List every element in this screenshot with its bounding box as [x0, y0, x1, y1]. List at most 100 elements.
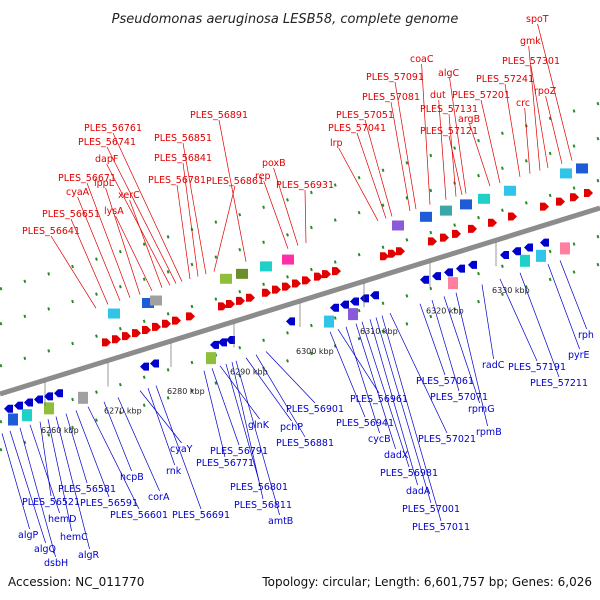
gene-label-reverse[interactable]: PLES_56601: [110, 510, 168, 521]
tick-label: 6270 kbp: [104, 407, 142, 416]
gene-label-forward[interactable]: PLES_56781: [148, 175, 206, 186]
gene-label-forward[interactable]: xerC: [118, 190, 140, 201]
gene-label-forward[interactable]: rep: [255, 171, 271, 182]
gene-label-reverse[interactable]: rnk: [166, 466, 182, 477]
label-connector: [75, 410, 110, 498]
gene-label-reverse[interactable]: radC: [482, 360, 505, 371]
reverse-feature: [520, 254, 530, 267]
label-connector: [263, 180, 289, 249]
label-connector: [225, 363, 260, 482]
gene-label-reverse[interactable]: PLES_56691: [172, 510, 230, 521]
gene-label-forward[interactable]: crc: [516, 98, 530, 109]
gene-label-forward[interactable]: lysA: [104, 206, 124, 217]
gene-label-forward[interactable]: dapF: [95, 154, 118, 165]
gene-label-reverse[interactable]: amtB: [268, 516, 293, 527]
gene-label-forward[interactable]: PLES_57091: [366, 72, 424, 83]
gene-label-reverse[interactable]: PLES_56791: [210, 446, 268, 457]
gene-label-reverse[interactable]: PLES_57211: [530, 378, 588, 389]
gene-label-reverse[interactable]: hemD: [48, 514, 76, 525]
reverse-feature: [448, 277, 458, 290]
reverse-feature: [286, 317, 295, 326]
gene-label-reverse[interactable]: PLES_57191: [508, 362, 566, 373]
gene-label-forward[interactable]: lrp: [330, 138, 343, 149]
gene-label-forward[interactable]: PLES_57241: [476, 74, 534, 85]
gene-label-forward[interactable]: PLES_56651: [42, 209, 100, 220]
gene-label-reverse[interactable]: PLES_57011: [412, 522, 470, 533]
gene-label-reverse[interactable]: PLES_56901: [286, 404, 344, 415]
gene-label-forward[interactable]: PLES_56891: [190, 110, 248, 121]
gene-label-forward[interactable]: PLES_57041: [328, 123, 386, 134]
gene-label-reverse[interactable]: rpmB: [476, 427, 502, 438]
gene-label-reverse[interactable]: dadA: [406, 486, 431, 497]
gene-label-forward[interactable]: PLES_56741: [78, 137, 136, 148]
gene-label-forward[interactable]: PLES_56851: [154, 133, 212, 144]
gene-label-forward[interactable]: PLES_57301: [502, 56, 560, 67]
forward-feature: [576, 163, 588, 174]
gene-label-forward[interactable]: gmk: [520, 36, 541, 47]
label-connector: [139, 390, 182, 444]
label-connector: [448, 113, 457, 197]
gene-label-forward[interactable]: argB: [458, 114, 480, 125]
gene-label-reverse[interactable]: PLES_57061: [416, 376, 474, 387]
gene-label-forward[interactable]: poxB: [262, 158, 286, 169]
gene-label-forward[interactable]: PLES_56641: [22, 226, 80, 237]
gene-label-forward[interactable]: PLES_57051: [336, 110, 394, 121]
gene-label-forward[interactable]: PLES_57121: [420, 126, 478, 137]
gene-label-reverse[interactable]: PLES_57021: [418, 434, 476, 445]
reverse-feature: [456, 264, 465, 273]
gene-label-reverse[interactable]: PLES_56581: [58, 484, 116, 495]
gene-label-reverse[interactable]: PLES_56961: [350, 394, 408, 405]
gene-label-forward[interactable]: PLES_56841: [154, 153, 212, 164]
gene-label-forward[interactable]: PLES_57131: [420, 104, 478, 115]
gene-label-forward[interactable]: PLES_56931: [276, 180, 334, 191]
reverse-feature: [140, 362, 149, 371]
label-connector: [369, 319, 418, 486]
gene-label-forward[interactable]: PLES_57201: [452, 90, 510, 101]
gene-label-forward[interactable]: cyaA: [66, 187, 90, 198]
gene-label-reverse[interactable]: PLES_56591: [80, 498, 138, 509]
gene-label-reverse[interactable]: cyaY: [170, 444, 193, 455]
gene-label-reverse[interactable]: rpmG: [468, 404, 495, 415]
gene-label-reverse[interactable]: corA: [148, 492, 170, 503]
gene-label-reverse[interactable]: PLES_56801: [230, 482, 288, 493]
gene-label-reverse[interactable]: dadX: [384, 450, 409, 461]
gene-label-reverse[interactable]: hcpB: [120, 472, 144, 483]
gene-label-reverse[interactable]: PLES_56771: [196, 458, 254, 469]
gene-label-forward[interactable]: PLES_56671: [58, 173, 116, 184]
label-connector: [528, 45, 541, 171]
gene-label-reverse[interactable]: PLES_56811: [234, 500, 292, 511]
gene-label-reverse[interactable]: rph: [578, 330, 594, 341]
gene-label-reverse[interactable]: PLES_56521: [22, 497, 80, 508]
gene-label-reverse[interactable]: dsbH: [44, 558, 68, 569]
gene-label-reverse[interactable]: algP: [18, 530, 38, 541]
gene-label-reverse[interactable]: pyrE: [568, 350, 590, 361]
gene-label-forward[interactable]: PLES_56761: [84, 123, 142, 134]
gene-label-forward[interactable]: PLES_57081: [362, 92, 420, 103]
gene-label-forward[interactable]: spoT: [526, 14, 549, 25]
gene-label-reverse[interactable]: PLES_57071: [430, 392, 488, 403]
forward-feature: [236, 268, 248, 279]
label-connector: [545, 95, 563, 164]
gene-label-reverse[interactable]: cycB: [368, 434, 391, 445]
gene-label-reverse[interactable]: PLES_56881: [276, 438, 334, 449]
gene-label-forward[interactable]: lppL: [94, 178, 115, 189]
gene-label-reverse[interactable]: algQ: [34, 544, 56, 555]
gene-label-reverse[interactable]: hemC: [60, 532, 88, 543]
label-connector: [338, 147, 379, 221]
gene-label-reverse[interactable]: pchP: [280, 422, 303, 433]
gene-label-forward[interactable]: dut: [430, 90, 446, 101]
gene-label-forward[interactable]: coaC: [410, 54, 434, 65]
backbone-line: [0, 205, 600, 397]
gene-label-reverse[interactable]: algR: [78, 550, 99, 561]
label-connector: [381, 315, 442, 522]
gene-label-forward[interactable]: PLES_56861: [206, 176, 264, 187]
gene-label-reverse[interactable]: PLES_56941: [336, 418, 394, 429]
forward-feature: [236, 296, 245, 305]
gene-label-forward[interactable]: algC: [438, 68, 459, 79]
gene-label-reverse[interactable]: glnK: [248, 420, 270, 431]
gene-label-reverse[interactable]: PLES_57001: [402, 504, 460, 515]
label-connector: [355, 323, 396, 450]
gene-label-reverse[interactable]: PLES_56981: [380, 468, 438, 479]
forward-feature: [540, 202, 549, 211]
gene-label-forward[interactable]: rpoZ: [534, 86, 557, 97]
